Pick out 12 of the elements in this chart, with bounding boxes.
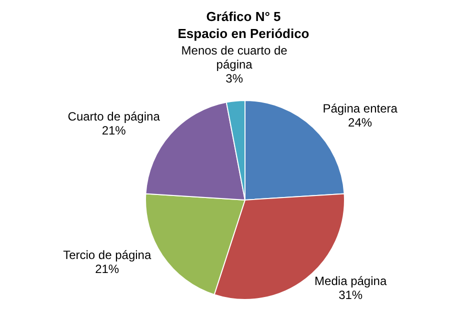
data-label: 24%	[348, 116, 372, 130]
slice-label: Cuarto de página	[68, 109, 160, 124]
slice-label: Tercio de página	[63, 248, 152, 262]
slice-label: Media página	[314, 274, 387, 288]
slice-label: Página entera	[322, 102, 398, 116]
data-label: 3%	[226, 71, 244, 86]
data-label: 21%	[102, 123, 126, 138]
data-label: 21%	[95, 262, 120, 276]
slice-label: Menos de cuarto de página	[181, 43, 288, 72]
chart-title: Gráfico N° 5	[205, 8, 282, 25]
data-label: 31%	[338, 288, 363, 302]
chart-subtitle: Espacio en Periódico	[176, 25, 310, 42]
